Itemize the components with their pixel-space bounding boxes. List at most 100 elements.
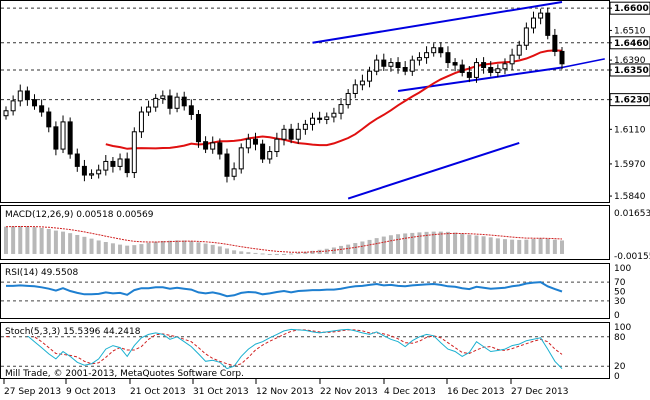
macd-series — [4, 226, 564, 255]
candle-body — [545, 12, 551, 36]
macd-bar — [396, 234, 401, 254]
channel-outer — [347, 141, 520, 200]
macd-bar — [438, 231, 443, 254]
candle-body — [24, 90, 30, 101]
candle-body — [117, 158, 123, 167]
macd-bar — [339, 245, 344, 254]
candle-body — [260, 143, 266, 160]
macd-bar — [495, 238, 500, 254]
macd-bar — [139, 244, 144, 254]
macd-bar — [210, 244, 215, 254]
candle-body — [32, 99, 38, 107]
macd-bar — [381, 236, 386, 254]
macd-bar — [303, 251, 308, 254]
macd-bar — [296, 252, 301, 254]
candle-body — [438, 47, 444, 54]
candle-body — [281, 128, 287, 140]
x-tick-label: 31 Oct 2013 — [193, 387, 249, 397]
candle-body — [338, 104, 344, 114]
macd-bar — [560, 240, 564, 254]
candle-body — [331, 112, 337, 118]
candle-body — [124, 158, 130, 174]
candle-body — [367, 70, 373, 82]
candle-body — [516, 44, 522, 56]
macd-bar — [125, 245, 130, 254]
candle-body — [459, 64, 465, 73]
stochastic-main-line — [5, 328, 563, 370]
x-tick-label: 12 Nov 2013 — [256, 387, 314, 397]
macd-bar — [153, 241, 158, 254]
candle-body — [352, 84, 358, 94]
macd-bar — [460, 233, 465, 254]
macd-bar — [510, 239, 515, 254]
candle-body — [10, 100, 16, 112]
price-tick-label: 1.6510 — [614, 26, 646, 36]
macd-label: MACD(12,26,9) 0.00518 0.00569 — [5, 210, 154, 220]
x-tick-label: 27 Dec 2013 — [511, 387, 569, 397]
copyright-text: Mill Trade, © 2001-2013, MetaQuotes Soft… — [5, 369, 244, 379]
price-tick-label: 1.6600 — [614, 4, 649, 14]
macd-signal-line — [5, 226, 563, 253]
channel-upper — [312, 1, 563, 44]
macd-bar — [424, 231, 429, 254]
macd-bar — [203, 243, 208, 254]
macd-bar — [146, 242, 151, 254]
macd-bar — [488, 237, 493, 254]
macd-bar — [61, 231, 66, 254]
candle-body — [274, 138, 280, 153]
rsi-series — [1, 281, 609, 302]
macd-bar — [11, 226, 16, 254]
stochastic-tick-label: 20 — [614, 362, 626, 372]
macd-bar — [445, 231, 450, 254]
macd-bar — [110, 243, 115, 254]
macd-bar — [53, 230, 58, 254]
rsi-tick-label: 70 — [614, 278, 626, 288]
stochastic-tick-label: 80 — [614, 333, 626, 343]
price-tick-label: 1.6390 — [614, 56, 646, 66]
candle-body — [288, 128, 294, 140]
stochastic-tick-label: 100 — [614, 323, 631, 333]
stochastic-signal-line — [5, 329, 563, 367]
candle-body — [252, 138, 258, 145]
macd-bar — [182, 240, 187, 254]
candle-body — [146, 106, 152, 113]
rsi-label: RSI(14) 49.5508 — [5, 268, 78, 278]
macd-bar — [310, 250, 315, 254]
macd-bar — [75, 234, 80, 254]
stochastic-label-bg — [3, 325, 131, 336]
candle-body — [445, 52, 451, 64]
rsi-tick-label: 50 — [614, 288, 626, 298]
candle-body — [3, 110, 9, 117]
macd-bar — [39, 227, 44, 254]
macd-bar — [289, 253, 294, 255]
price-panel-frame — [0, 0, 610, 203]
macd-bar — [175, 240, 180, 254]
macd-bar — [431, 231, 436, 254]
candle-body — [473, 62, 479, 78]
macd-bar — [196, 242, 201, 254]
candle-body — [452, 62, 458, 66]
candle-body — [310, 117, 316, 125]
candle-body — [388, 62, 394, 67]
candle-body — [96, 169, 102, 175]
macd-bar — [253, 252, 258, 254]
macd-bar — [4, 226, 8, 254]
candle-body — [224, 153, 230, 177]
price-tick-label: 1.6110 — [614, 125, 646, 135]
macd-bar — [417, 232, 422, 254]
candle-body — [395, 62, 401, 69]
price-tick-label: 1.6460 — [614, 39, 649, 49]
macd-bar — [89, 238, 94, 254]
candle-body — [110, 160, 116, 167]
candle-body — [431, 47, 437, 54]
candle-body — [74, 153, 80, 167]
candle-body — [424, 52, 430, 59]
x-tick-label: 4 Dec 2013 — [384, 387, 436, 397]
price-series — [1, 1, 609, 200]
candle-body — [67, 121, 73, 155]
candle-body — [238, 147, 244, 170]
macd-bar — [517, 239, 522, 254]
candle-body — [466, 71, 472, 78]
